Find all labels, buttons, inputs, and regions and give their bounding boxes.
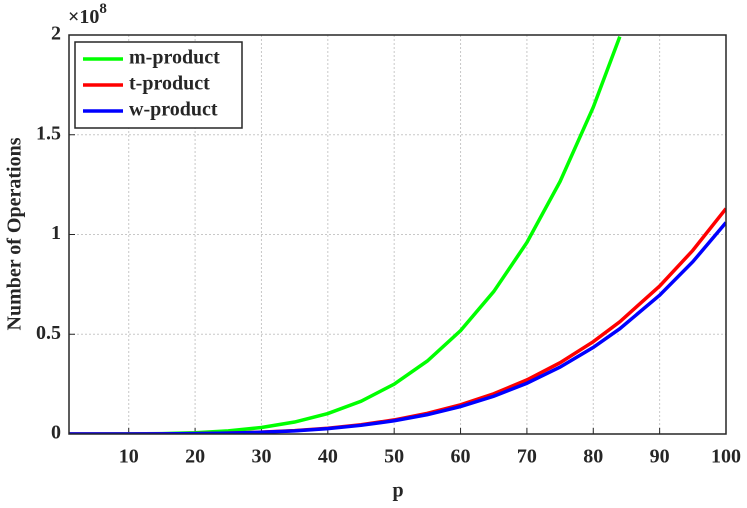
x-tick-label: 100 (711, 446, 741, 468)
x-tick-label: 70 (517, 446, 537, 468)
x-tick-label: 10 (119, 446, 139, 468)
y-tick-label: 1 (51, 222, 61, 244)
x-tick-label: 30 (251, 446, 271, 468)
x-tick-label: 40 (318, 446, 338, 468)
x-tick-label: 20 (185, 446, 205, 468)
plot-frame (68, 34, 727, 435)
y-tick-label: 2 (51, 23, 61, 45)
y-tick-label: 0 (51, 422, 61, 444)
legend: m-product t-product w-product (74, 41, 243, 129)
x-axis-label: p (392, 480, 403, 502)
legend-label: t-product (129, 73, 210, 95)
x-tick-label: 50 (384, 446, 404, 468)
legend-label: w-product (129, 99, 218, 121)
y-multiplier-base: ×10 (68, 6, 99, 28)
legend-label: m-product (129, 47, 220, 69)
x-tick-label: 80 (583, 446, 603, 468)
x-tick-label: 60 (451, 446, 471, 468)
y-multiplier: ×108 (68, 1, 107, 27)
x-tick-label: 90 (650, 446, 670, 468)
series-line (69, 221, 726, 434)
y-multiplier-exponent: 8 (99, 1, 107, 17)
y-tick-label: 1.5 (36, 122, 61, 144)
y-tick-label: 0.5 (36, 322, 61, 344)
y-axis-label: Number of Operations (4, 137, 26, 330)
